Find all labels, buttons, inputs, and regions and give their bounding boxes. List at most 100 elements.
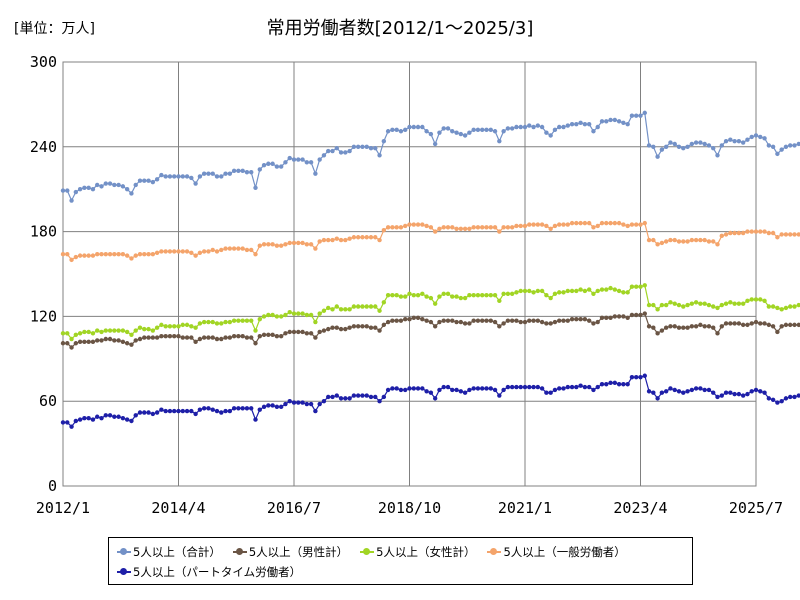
data-point: [634, 312, 639, 318]
data-point: [317, 329, 322, 335]
data-point: [595, 288, 600, 294]
data-point: [159, 333, 164, 339]
data-point: [492, 293, 498, 298]
data-point: [390, 127, 395, 133]
data-point: [394, 318, 399, 323]
series-4: [60, 373, 800, 429]
data-point: [586, 384, 592, 390]
data-point: [586, 121, 592, 127]
data-point: [206, 335, 211, 340]
data-point: [124, 253, 130, 258]
data-point: [124, 329, 130, 335]
data-point: [676, 302, 682, 308]
data-point: [475, 386, 481, 391]
data-point: [711, 325, 716, 330]
data-point: [206, 249, 211, 254]
data-point: [210, 407, 215, 412]
data-point: [261, 314, 267, 319]
legend-item: 5人以上（男性計）: [232, 544, 348, 560]
data-point: [390, 318, 395, 323]
data-point: [514, 223, 519, 229]
data-point: [107, 252, 113, 257]
data-point: [612, 117, 618, 123]
data-point: [373, 146, 378, 151]
data-point: [471, 127, 476, 133]
data-point: [783, 232, 789, 237]
legend-item: 5人以上（合計）: [117, 544, 221, 560]
data-point: [300, 157, 305, 162]
data-point: [629, 113, 635, 118]
data-point: [219, 321, 224, 326]
data-point: [505, 126, 511, 131]
data-point: [509, 291, 515, 296]
data-point: [792, 394, 797, 400]
data-point: [454, 226, 459, 231]
data-point: [112, 328, 117, 333]
data-point: [514, 318, 519, 323]
data-point: [377, 328, 382, 333]
data-point: [685, 325, 690, 330]
legend-item: 5人以上（一般労働者）: [487, 544, 626, 560]
data-point: [137, 410, 143, 415]
legend-marker: [117, 547, 131, 557]
data-point: [189, 175, 194, 181]
data-point: [231, 318, 237, 323]
data-point: [450, 318, 455, 323]
data-point: [60, 341, 66, 346]
data-point: [792, 143, 797, 148]
data-point: [159, 172, 164, 178]
data-point: [484, 225, 489, 230]
data-point: [308, 242, 314, 247]
data-point: [659, 390, 665, 395]
data-point: [663, 144, 669, 149]
data-point: [291, 157, 297, 162]
data-point: [514, 124, 519, 130]
data-point: [240, 406, 245, 411]
data-point: [454, 130, 459, 135]
data-point: [398, 318, 404, 323]
data-point: [73, 341, 79, 346]
data-point: [723, 138, 729, 144]
x-tick-label: 2023/4: [613, 499, 667, 517]
series-1: [60, 311, 800, 350]
data-point: [244, 170, 250, 175]
data-point: [278, 164, 284, 169]
data-point: [180, 174, 185, 179]
data-point: [150, 252, 156, 257]
data-point: [740, 322, 746, 328]
data-point: [385, 319, 391, 325]
data-point: [90, 339, 96, 345]
data-point: [762, 321, 767, 326]
data-point: [604, 315, 609, 321]
data-point: [539, 288, 545, 294]
data-point: [415, 386, 421, 391]
data-point: [689, 324, 695, 329]
data-point: [497, 229, 502, 234]
data-point: [253, 341, 258, 346]
data-point: [719, 324, 724, 329]
data-point: [103, 413, 108, 418]
data-point: [95, 338, 100, 343]
data-point: [578, 220, 583, 226]
series-line: [63, 111, 800, 202]
data-point: [634, 284, 639, 289]
data-point: [651, 144, 656, 149]
data-point: [240, 246, 245, 251]
legend-label: 5人以上（女性計）: [376, 545, 476, 559]
data-point: [574, 384, 579, 390]
data-point: [441, 225, 446, 230]
series-3: [60, 220, 800, 263]
data-point: [625, 290, 630, 295]
data-point: [740, 301, 746, 306]
data-point: [638, 312, 643, 318]
data-point: [745, 391, 750, 397]
data-point: [732, 301, 737, 306]
data-point: [471, 386, 476, 391]
data-point: [659, 240, 665, 246]
data-point: [266, 242, 271, 247]
data-point: [86, 253, 91, 258]
data-point: [715, 394, 720, 400]
data-point: [287, 309, 292, 315]
data-point: [364, 235, 369, 240]
data-point: [368, 325, 374, 330]
